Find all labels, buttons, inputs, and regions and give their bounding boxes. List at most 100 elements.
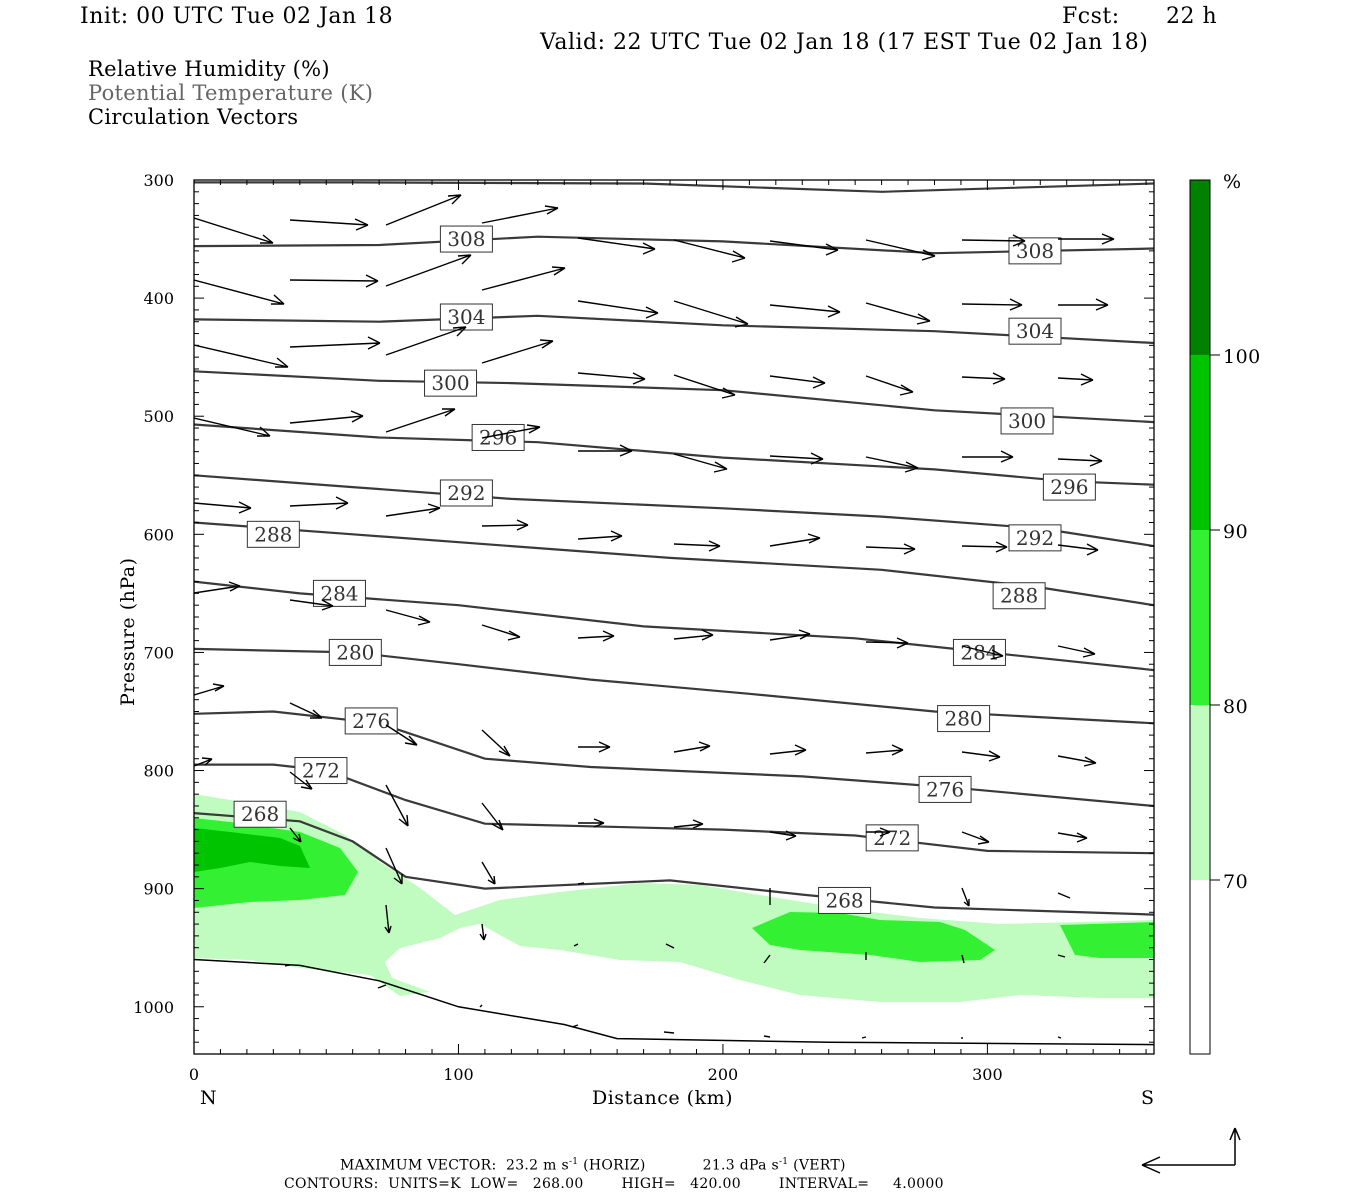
wind-vector: [673, 629, 714, 641]
wind-vector: [1057, 645, 1096, 658]
wind-vector: [663, 1031, 675, 1034]
wind-vector: [481, 266, 566, 291]
wind-vector: [865, 744, 904, 756]
wind-vector: [385, 784, 409, 827]
theta-contour-label-280: 280: [937, 705, 991, 733]
wind-vector: [573, 943, 579, 947]
wind-vector: [578, 818, 605, 828]
contours-info: CONTOURS: UNITS=K LOW= 268.00 HIGH= 420.…: [284, 1176, 944, 1192]
svg-text:280: 280: [944, 707, 982, 731]
colorbar-segment-below-70: [1190, 880, 1210, 1054]
svg-text:308: 308: [447, 227, 485, 251]
wind-vector: [479, 1004, 483, 1008]
wind-vector: [769, 452, 824, 465]
x-tick-labels: 0 100 200 300: [189, 1065, 1003, 1084]
wind-vector: [673, 540, 721, 552]
theta-contour-268: [194, 812, 1154, 916]
max-vector-vertical: 21.3 dPa s: [702, 1157, 779, 1174]
theta-contour-label-304: 304: [439, 303, 493, 331]
wind-vector: [284, 964, 291, 967]
theta-contour-label-308: 308: [439, 225, 493, 253]
theta-contour-label-296: 296: [471, 423, 525, 451]
forecast-hour: 22 h: [1166, 4, 1218, 29]
wind-vector: [763, 1035, 771, 1038]
theta-contour-label-284: 284: [312, 579, 366, 607]
wind-vector: [385, 408, 456, 433]
vertical-unit-exponent: -1: [778, 1157, 789, 1167]
theta-contour-272: [194, 763, 1154, 855]
y-tick-label: 500: [143, 407, 174, 426]
svg-text:304: 304: [447, 305, 485, 329]
surface-pressure-line: [194, 958, 1154, 1046]
wind-vector: [385, 724, 418, 746]
wind-vector: [1057, 954, 1066, 958]
wind-vector: [665, 943, 675, 949]
wind-vector: [578, 444, 633, 457]
max-vector-vertical-suffix: (VERT): [793, 1157, 846, 1174]
svg-text:272: 272: [873, 826, 911, 850]
theta-contour-312: [194, 181, 1154, 193]
wind-vector: [481, 729, 511, 757]
colorbar-label-90: 90: [1223, 521, 1248, 543]
max-vector-label: MAXIMUM VECTOR:: [340, 1157, 497, 1174]
rh-80-area-3: [1060, 922, 1154, 958]
svg-text:292: 292: [1016, 526, 1054, 550]
wind-vector: [769, 240, 839, 256]
wind-vector: [289, 827, 302, 843]
wind-vector: [769, 304, 841, 318]
y-tick-label: 900: [143, 880, 174, 899]
wind-vector: [481, 205, 559, 224]
wind-vector: [577, 630, 615, 642]
wind-vector: [1057, 755, 1097, 767]
humidity-shading: [194, 794, 1154, 1002]
svg-text:288: 288: [1000, 584, 1038, 608]
wind-vector: [673, 453, 728, 473]
svg-text:296: 296: [1050, 475, 1088, 499]
y-tick-label: 600: [143, 525, 174, 544]
rh-90-area: [194, 828, 310, 872]
theta-contour-label-272: 272: [865, 824, 919, 852]
svg-text:272: 272: [302, 759, 340, 783]
svg-text:280: 280: [336, 640, 374, 664]
max-vector-info: MAXIMUM VECTOR: 23.2 m s-1 (HORIZ) 21.3 …: [340, 1157, 846, 1174]
wind-vector: [289, 336, 381, 350]
wind-vector: [385, 503, 441, 517]
wind-vector: [865, 239, 936, 261]
theta-contour-308: [194, 235, 1154, 255]
wind-vector: [194, 757, 213, 767]
wind-vector: [577, 882, 585, 885]
wind-vector: [385, 254, 472, 287]
svg-text:304: 304: [1016, 319, 1054, 343]
wind-vector: [481, 624, 521, 641]
wind-vector: [673, 374, 736, 399]
wind-vector: [481, 424, 541, 439]
wind-vector: [861, 1036, 867, 1039]
rh-70-area: [194, 794, 1154, 1002]
y-tick-label: 1000: [133, 998, 174, 1017]
legend-relative-humidity: Relative Humidity (%): [88, 57, 330, 81]
wind-vector: [385, 609, 431, 626]
theta-contour-label-272: 272: [294, 757, 348, 785]
colorbar-segment-80-90: [1190, 530, 1210, 705]
init-time: Init: 00 UTC Tue 02 Jan 18: [80, 4, 394, 29]
theta-contour-label-304: 304: [1008, 317, 1062, 345]
wind-vector: [577, 530, 623, 542]
svg-text:292: 292: [447, 481, 485, 505]
theta-contour-label-292: 292: [439, 479, 493, 507]
wind-vector: [289, 410, 364, 424]
x-tick-label: 0: [189, 1065, 199, 1084]
theta-contour-label-276: 276: [344, 707, 398, 735]
theta-contour-300: [194, 370, 1154, 424]
theta-contour-label-280: 280: [328, 638, 382, 666]
wind-vector: [961, 954, 965, 964]
svg-text:284: 284: [320, 581, 358, 605]
theta-contour-label-292: 292: [1008, 524, 1062, 552]
wind-vector: [865, 456, 919, 473]
wind-vector: [289, 218, 369, 231]
wind-vector: [289, 702, 323, 719]
x-tick-label: 300: [972, 1065, 1003, 1084]
colorbar-unit: %: [1223, 171, 1242, 193]
wind-vector: [479, 923, 487, 941]
wind-vector: [289, 599, 334, 611]
